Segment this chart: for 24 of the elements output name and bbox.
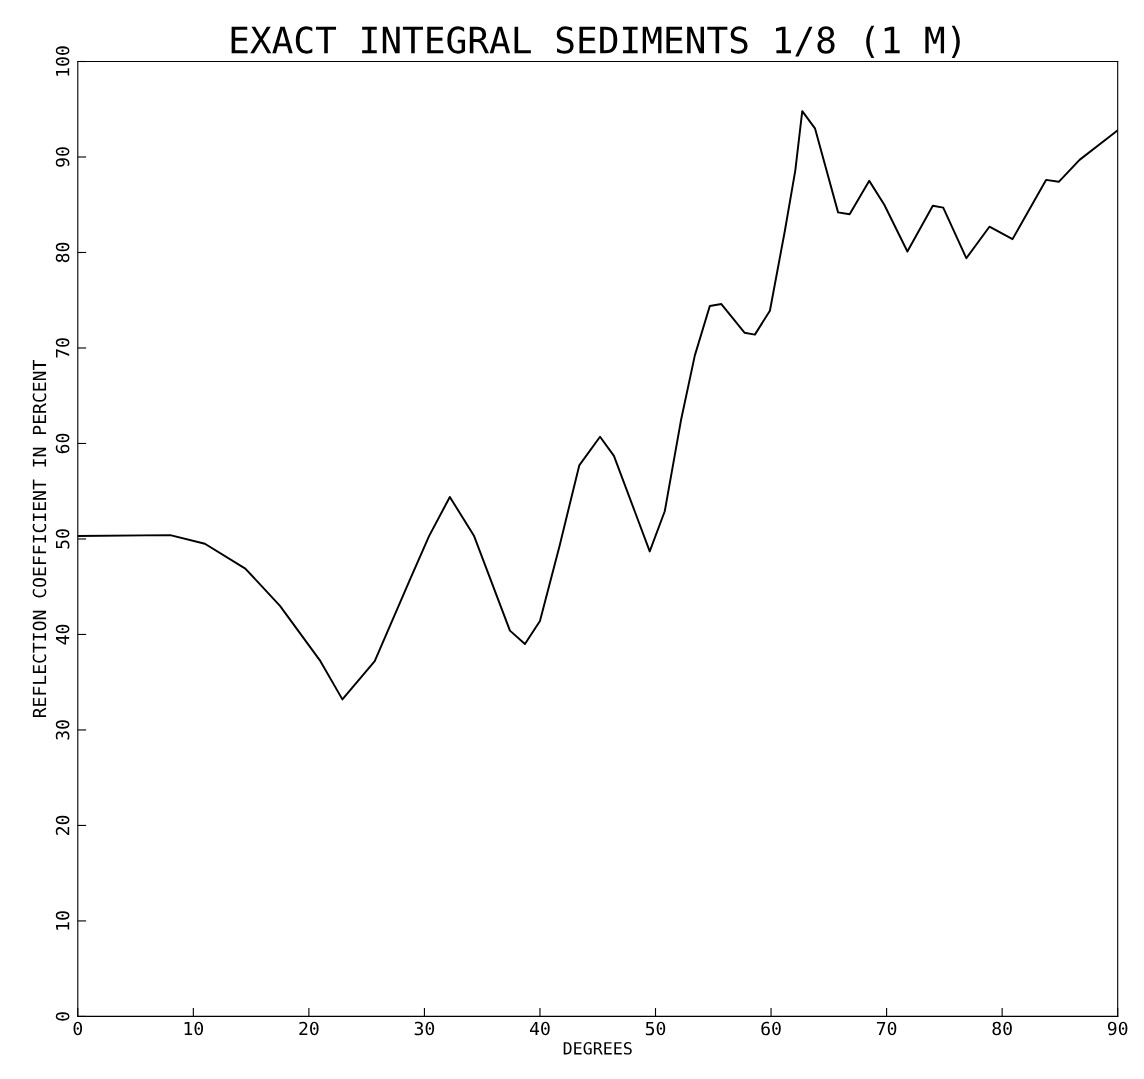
x-tick-label: 70 xyxy=(876,1021,897,1036)
y-axis-title: REFLECTION COEFFICIENT IN PERCENT xyxy=(32,360,47,718)
y-tick-label: 100 xyxy=(55,46,70,76)
y-tick-label: 90 xyxy=(55,147,70,167)
y-tick-label: 50 xyxy=(55,529,70,549)
y-tick-label: 0 xyxy=(55,1012,70,1021)
x-tick-label: 90 xyxy=(1107,1021,1128,1036)
x-tick-label: 60 xyxy=(761,1021,781,1036)
x-tick-label: 10 xyxy=(184,1021,204,1036)
x-tick-label: 20 xyxy=(299,1021,319,1036)
x-tick-label: 40 xyxy=(530,1021,550,1036)
x-tick-label: 30 xyxy=(414,1021,435,1036)
y-tick-label: 20 xyxy=(55,815,70,835)
y-tick-label: 30 xyxy=(55,720,70,740)
y-tick-label: 10 xyxy=(55,911,70,930)
y-tick-label: 70 xyxy=(55,338,70,358)
y-tick-label: 80 xyxy=(55,242,70,263)
x-tick-label: 0 xyxy=(73,1021,83,1036)
chart-title: EXACT INTEGRAL SEDIMENTS 1/8 (1 M) xyxy=(231,25,960,58)
x-axis-title: DEGREES xyxy=(563,1042,632,1055)
y-tick-label: 60 xyxy=(55,433,70,454)
x-tick-label: 80 xyxy=(992,1021,1012,1036)
y-tick-label: 40 xyxy=(55,624,70,645)
x-tick-label: 50 xyxy=(645,1021,666,1036)
